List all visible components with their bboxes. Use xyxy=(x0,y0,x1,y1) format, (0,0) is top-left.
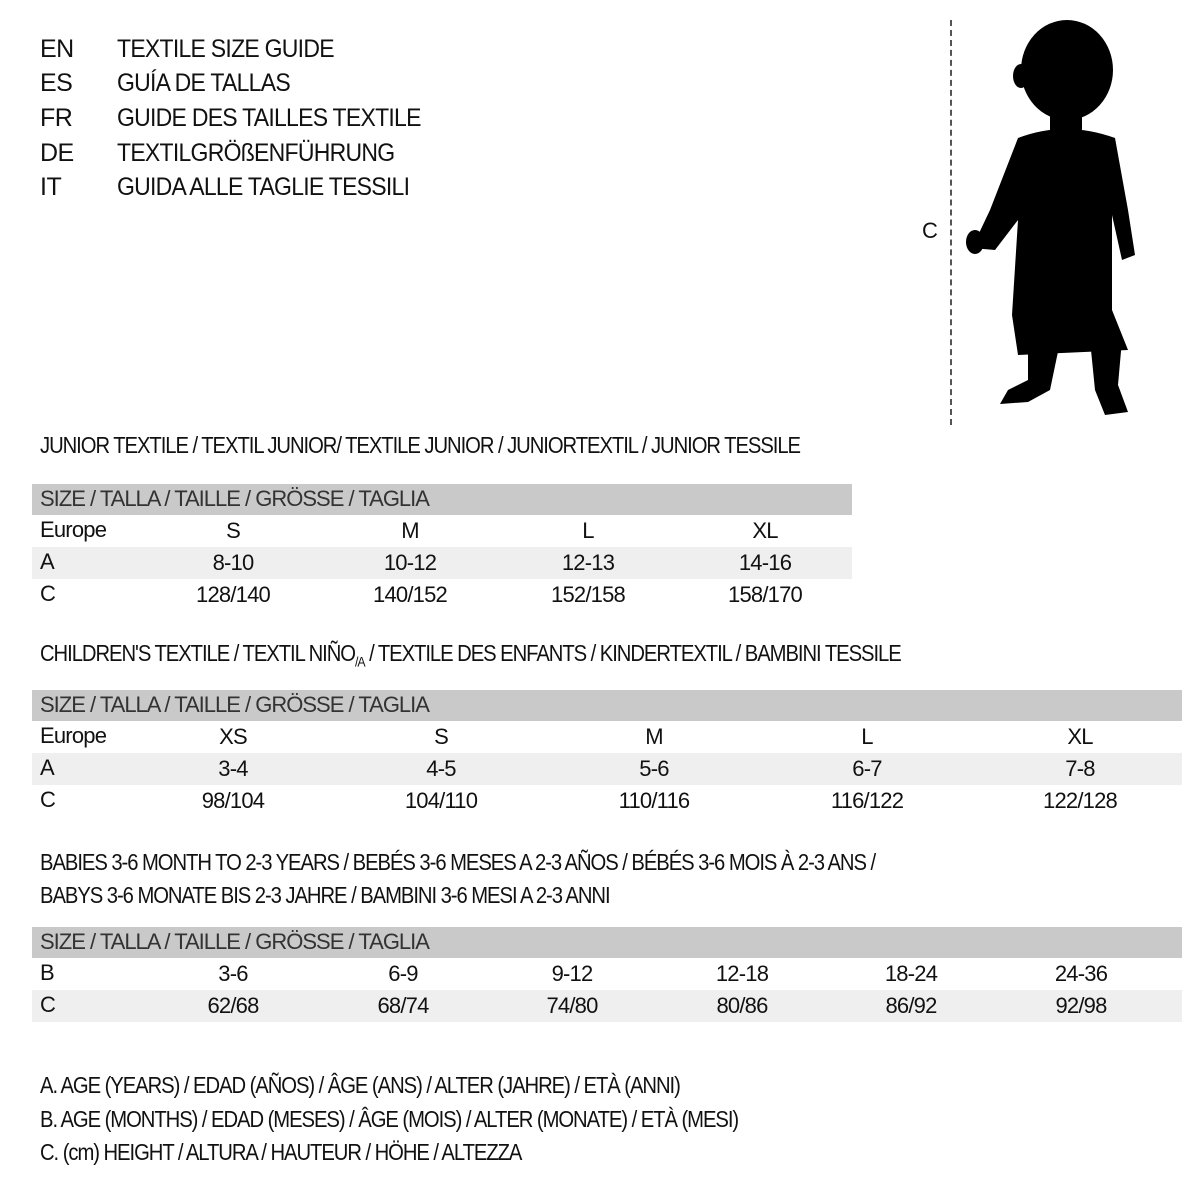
table-row: C 128/140 140/152 152/158 158/170 xyxy=(32,579,852,611)
table-row: C 62/68 68/74 74/80 80/86 86/92 92/98 xyxy=(32,990,1182,1022)
legend-b: B. AGE (MONTHS) / EDAD (MESES) / ÂGE (MO… xyxy=(40,1106,739,1132)
table-cell: 98/104 xyxy=(201,788,265,813)
table-header: SIZE / TALLA / TAILLE / GRÖSSE / TAGLIA xyxy=(32,690,1182,721)
table-cell: 116/122 xyxy=(830,788,904,813)
table-cell: 9-12 xyxy=(551,961,594,986)
table-cell: 24-36 xyxy=(1054,961,1108,986)
table-header: SIZE / TALLA / TAILLE / GRÖSSE / TAGLIA xyxy=(32,484,852,515)
table-cell: 86/92 xyxy=(885,993,937,1018)
table-cell: 62/68 xyxy=(207,993,259,1018)
row-label: B xyxy=(40,960,55,985)
table-cell: 152/158 xyxy=(551,582,626,607)
row-label: Europe xyxy=(40,517,107,542)
guide-title: GUÍA DE TALLAS xyxy=(117,69,291,97)
table-cell: L xyxy=(582,518,594,543)
height-label: C xyxy=(922,218,938,243)
table-cell: 18-24 xyxy=(884,961,938,986)
table-cell: S xyxy=(226,518,241,543)
table-row: B 3-6 6-9 9-12 12-18 18-24 24-36 xyxy=(32,958,1182,990)
table-cell: 110/116 xyxy=(618,788,690,813)
legend-a: A. AGE (YEARS) / EDAD (AÑOS) / ÂGE (ANS)… xyxy=(40,1072,681,1098)
table-cell: 122/128 xyxy=(1043,788,1118,813)
row-label: A xyxy=(40,755,55,780)
child-figure: C xyxy=(900,10,1160,430)
table-cell: XL xyxy=(1067,724,1093,749)
size-header: SIZE / TALLA / TAILLE / GRÖSSE / TAGLIA xyxy=(40,929,430,954)
junior-title: JUNIOR TEXTILE / TEXTIL JUNIOR/ TEXTILE … xyxy=(40,432,801,458)
table-cell: 4-5 xyxy=(426,756,456,781)
table-cell: 14-16 xyxy=(738,550,792,575)
table-cell: XL xyxy=(752,518,778,543)
lang-code: DE xyxy=(40,139,74,167)
table-row: Europe XS S M L XL xyxy=(32,721,1182,753)
table-cell: 92/98 xyxy=(1055,993,1107,1018)
table-cell: 6-7 xyxy=(852,756,882,781)
table-row: A 8-10 10-12 12-13 14-16 xyxy=(32,547,852,579)
children-size-table: SIZE / TALLA / TAILLE / GRÖSSE / TAGLIA … xyxy=(32,690,1182,817)
table-cell: M xyxy=(401,518,419,543)
guide-title: GUIDE DES TAILLES TEXTILE xyxy=(117,104,421,132)
table-cell: L xyxy=(861,724,873,749)
table-cell: 5-6 xyxy=(639,756,669,781)
table-cell: 128/140 xyxy=(196,582,271,607)
table-cell: 104/110 xyxy=(404,788,478,813)
table-cell: 140/152 xyxy=(373,582,448,607)
size-header: SIZE / TALLA / TAILLE / GRÖSSE / TAGLIA xyxy=(40,692,430,717)
table-cell: M xyxy=(645,724,663,749)
title-sub: /A xyxy=(354,653,366,670)
table-cell: 80/86 xyxy=(716,993,768,1018)
legend-c: C. (cm) HEIGHT / ALTURA / HAUTEUR / HÖHE… xyxy=(40,1139,522,1165)
lang-code: FR xyxy=(40,104,73,132)
table-row: Europe S M L XL xyxy=(32,515,852,547)
table-row: A 3-4 4-5 5-6 6-7 7-8 xyxy=(32,753,1182,785)
title-part: CHILDREN'S TEXTILE / TEXTIL NIÑO xyxy=(40,640,356,666)
child-silhouette-icon xyxy=(966,20,1135,415)
table-cell: 12-18 xyxy=(715,961,769,986)
lang-code: IT xyxy=(40,173,62,201)
table-cell: 6-9 xyxy=(388,961,418,986)
row-label: Europe xyxy=(40,723,107,748)
table-cell: 74/80 xyxy=(546,993,598,1018)
guide-title: GUIDA ALLE TAGLIE TESSILI xyxy=(117,173,410,201)
table-row: C 98/104 104/110 110/116 116/122 122/128 xyxy=(32,785,1182,817)
table-header: SIZE / TALLA / TAILLE / GRÖSSE / TAGLIA xyxy=(32,927,1182,958)
row-label: A xyxy=(40,549,55,574)
table-cell: 3-6 xyxy=(218,961,248,986)
table-cell: S xyxy=(434,724,449,749)
junior-size-table: SIZE / TALLA / TAILLE / GRÖSSE / TAGLIA … xyxy=(32,484,852,611)
row-label: C xyxy=(40,581,56,606)
table-cell: 12-13 xyxy=(561,550,615,575)
row-label: C xyxy=(40,787,56,812)
guide-title: TEXTILE SIZE GUIDE xyxy=(117,35,335,63)
size-header: SIZE / TALLA / TAILLE / GRÖSSE / TAGLIA xyxy=(40,486,430,511)
table-cell: 68/74 xyxy=(377,993,429,1018)
height-measure-line xyxy=(950,20,952,425)
table-cell: 10-12 xyxy=(383,550,437,575)
table-cell: XS xyxy=(219,724,248,749)
guide-title: TEXTILGRÖßENFÜHRUNG xyxy=(117,139,395,167)
babies-title-line2: BABYS 3-6 MONATE BIS 2-3 JAHRE / BAMBINI… xyxy=(40,882,611,908)
lang-code: EN xyxy=(40,35,74,63)
table-cell: 7-8 xyxy=(1065,756,1095,781)
babies-size-table: SIZE / TALLA / TAILLE / GRÖSSE / TAGLIA … xyxy=(32,927,1182,1022)
lang-code: ES xyxy=(40,69,73,97)
table-cell: 8-10 xyxy=(212,550,255,575)
title-part: / TEXTILE DES ENFANTS / KINDERTEXTIL / B… xyxy=(364,640,902,666)
table-cell: 158/170 xyxy=(728,582,803,607)
children-title: CHILDREN'S TEXTILE / TEXTIL NIÑO/A / TEX… xyxy=(40,640,902,670)
row-label: C xyxy=(40,992,56,1017)
table-cell: 3-4 xyxy=(218,756,248,781)
babies-title-line1: BABIES 3-6 MONTH TO 2-3 YEARS / BEBÉS 3-… xyxy=(40,849,876,875)
